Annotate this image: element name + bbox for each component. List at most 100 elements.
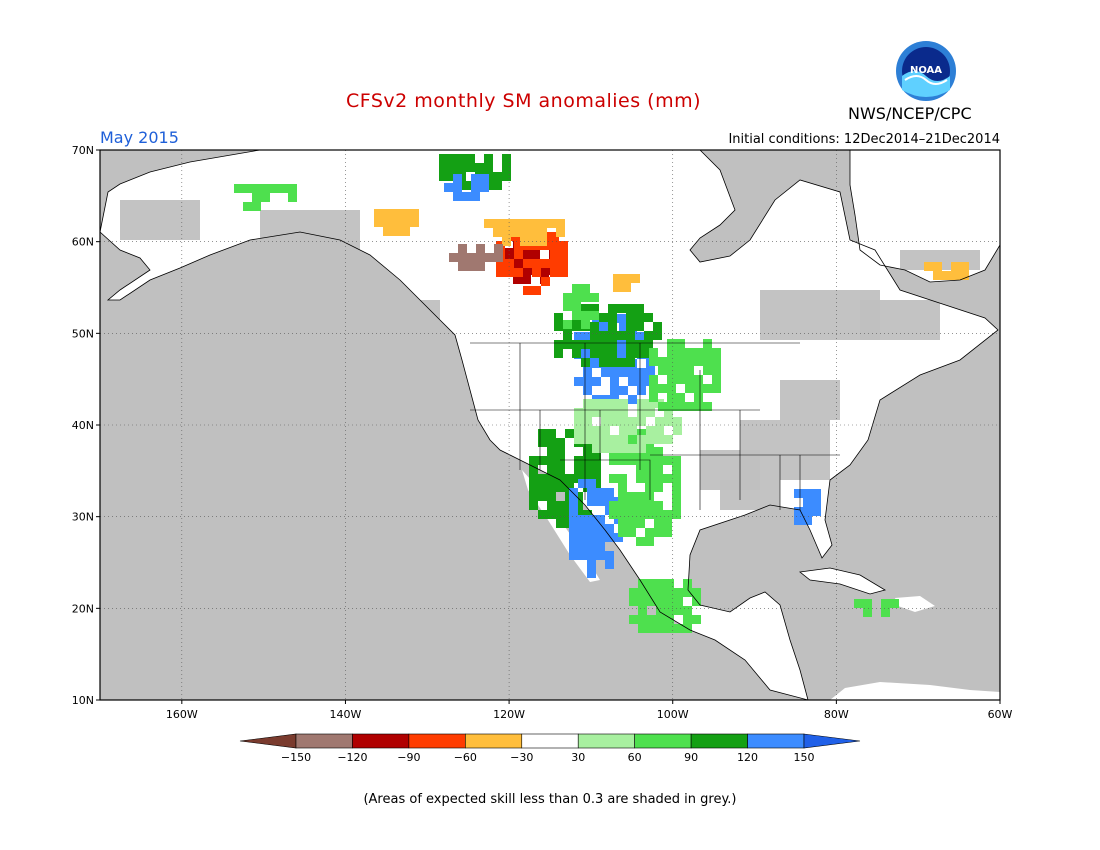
anomaly-cell (531, 248, 540, 257)
anomaly-cell (627, 492, 636, 501)
anomaly-cell (581, 358, 590, 367)
anomaly-cell (610, 377, 619, 386)
anomaly-cell (608, 340, 617, 349)
anomaly-cell (592, 359, 601, 368)
anomaly-cell (667, 357, 676, 366)
anomaly-cell (637, 435, 646, 444)
anomaly-cell (485, 253, 494, 262)
anomaly-cell (587, 488, 596, 497)
anomaly-cell (383, 209, 392, 218)
anomaly-cell (622, 274, 631, 283)
legend-tick-label: 30 (571, 751, 585, 764)
anomaly-cell (609, 501, 618, 510)
anomaly-cell (466, 163, 475, 172)
anomaly-cell (667, 366, 676, 375)
legend-bin (465, 733, 523, 749)
anomaly-cell (658, 357, 667, 366)
anomaly-cell (653, 322, 662, 331)
anomaly-cell (554, 340, 563, 349)
anomaly-cell (635, 340, 644, 349)
anomaly-cell (608, 313, 617, 322)
anomaly-cell (565, 474, 574, 483)
anomaly-cell (583, 510, 592, 519)
anomaly-cell (629, 597, 638, 606)
anomaly-cell (480, 183, 489, 192)
anomaly-cell (569, 497, 578, 506)
anomaly-cell (665, 579, 674, 588)
anomaly-cell (569, 551, 578, 560)
anomaly-cell (587, 542, 596, 551)
anomaly-cell (448, 163, 457, 172)
anomaly-cluster (613, 274, 640, 292)
anomaly-cell (449, 253, 458, 262)
anomaly-cell (703, 366, 712, 375)
anomaly-cell (676, 366, 685, 375)
anomaly-cell (523, 259, 532, 268)
anomaly-cell (583, 350, 592, 359)
anomaly-cell (599, 340, 608, 349)
anomaly-cell (556, 510, 565, 519)
anomaly-cell (261, 184, 270, 193)
anomaly-cell (863, 608, 872, 617)
anomaly-cell (522, 275, 531, 284)
anomaly-cell (644, 331, 653, 340)
anomaly-cell (496, 259, 505, 268)
anomaly-cell (667, 375, 676, 384)
colorbar-legend: −150 −120 −90 −60 −30 30 60 90 120 150 (239, 733, 861, 764)
anomaly-cell (619, 323, 628, 332)
anomaly-cell (494, 253, 503, 262)
anomaly-cell (619, 444, 628, 453)
anomaly-cell (401, 227, 410, 236)
anomaly-cell (673, 417, 682, 426)
anomaly-cluster (854, 599, 899, 617)
anomaly-cell (881, 608, 890, 617)
anomaly-cell (592, 444, 601, 453)
anomaly-cell (676, 357, 685, 366)
anomaly-cell (610, 444, 619, 453)
anomaly-cell (547, 456, 556, 465)
anomaly-cell (475, 163, 484, 172)
anomaly-cell (538, 456, 547, 465)
anomaly-cell (596, 515, 605, 524)
legend-bin (295, 733, 353, 749)
anomaly-cell (493, 181, 502, 190)
anomaly-cell (609, 474, 618, 483)
anomaly-cell (569, 533, 578, 542)
anomaly-cell (605, 533, 614, 542)
anomaly-cell (649, 384, 658, 393)
anomaly-cell (618, 510, 627, 519)
anomaly-cell (619, 435, 628, 444)
anomaly-cell (655, 417, 664, 426)
anomaly-cell (674, 588, 683, 597)
lon-tick-label: 80W (824, 708, 849, 721)
anomaly-cell (703, 384, 712, 393)
anomaly-cell (572, 284, 581, 293)
anomaly-cell (502, 172, 511, 181)
anomaly-cell (538, 474, 547, 483)
anomaly-cell (655, 435, 664, 444)
anomaly-cell (581, 320, 590, 329)
anomaly-cell (608, 322, 617, 331)
anomaly-cell (583, 426, 592, 435)
anomaly-cell (569, 515, 578, 524)
anomaly-cell (505, 268, 514, 277)
anomaly-cell (628, 395, 637, 404)
anomaly-cell (626, 313, 635, 322)
no-skill-patch (260, 210, 360, 250)
anomaly-cell (683, 579, 692, 588)
anomaly-cell (547, 483, 556, 492)
anomaly-cell (578, 542, 587, 551)
anomaly-cell (252, 193, 261, 202)
anomaly-cell (458, 253, 467, 262)
anomaly-cell (942, 271, 951, 280)
anomaly-cell (511, 228, 520, 237)
anomaly-cell (622, 283, 631, 292)
anomaly-cell (613, 274, 622, 283)
anomaly-cell (692, 615, 701, 624)
anomaly-cell (467, 253, 476, 262)
anomaly-cell (638, 588, 647, 597)
anomaly-cell (628, 417, 637, 426)
anomaly-cell (596, 533, 605, 542)
legend-tick-label: −150 (281, 751, 311, 764)
anomaly-cell (890, 599, 899, 608)
